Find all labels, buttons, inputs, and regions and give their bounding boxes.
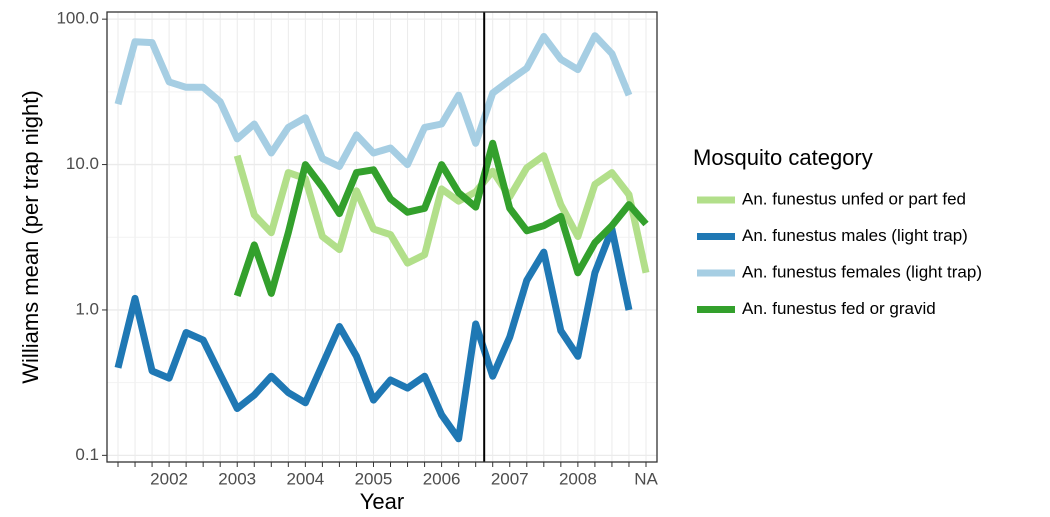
x-tick-label: 2005 [355, 469, 393, 488]
x-tick-label: 2008 [559, 469, 597, 488]
y-tick-label: 100.0 [56, 9, 99, 28]
legend-label: An. funestus males (light trap) [742, 226, 968, 245]
y-tick-label: 1.0 [75, 299, 99, 318]
legend-label: An. funestus females (light trap) [742, 262, 982, 281]
series-line [114, 32, 633, 170]
x-axis-title: Year [360, 489, 404, 514]
legend-label: An. funestus unfed or part fed [742, 189, 966, 208]
x-tick-label: 2003 [218, 469, 256, 488]
panel-border [106, 11, 658, 463]
x-tick-label: 2007 [491, 469, 529, 488]
y-axis-title: Williams mean (per trap night) [18, 90, 43, 383]
series-line [114, 225, 633, 443]
x-tick-label: 2006 [423, 469, 461, 488]
x-tick-label: 2004 [286, 469, 324, 488]
x-tick-label: 2002 [150, 469, 188, 488]
legend-title: Mosquito category [693, 145, 873, 170]
x-tick-label: NA [634, 469, 658, 488]
series-line [233, 139, 649, 298]
legend-label: An. funestus fed or gravid [742, 299, 936, 318]
y-tick-label: 0.1 [75, 445, 99, 464]
y-tick-label: 10.0 [66, 154, 99, 173]
